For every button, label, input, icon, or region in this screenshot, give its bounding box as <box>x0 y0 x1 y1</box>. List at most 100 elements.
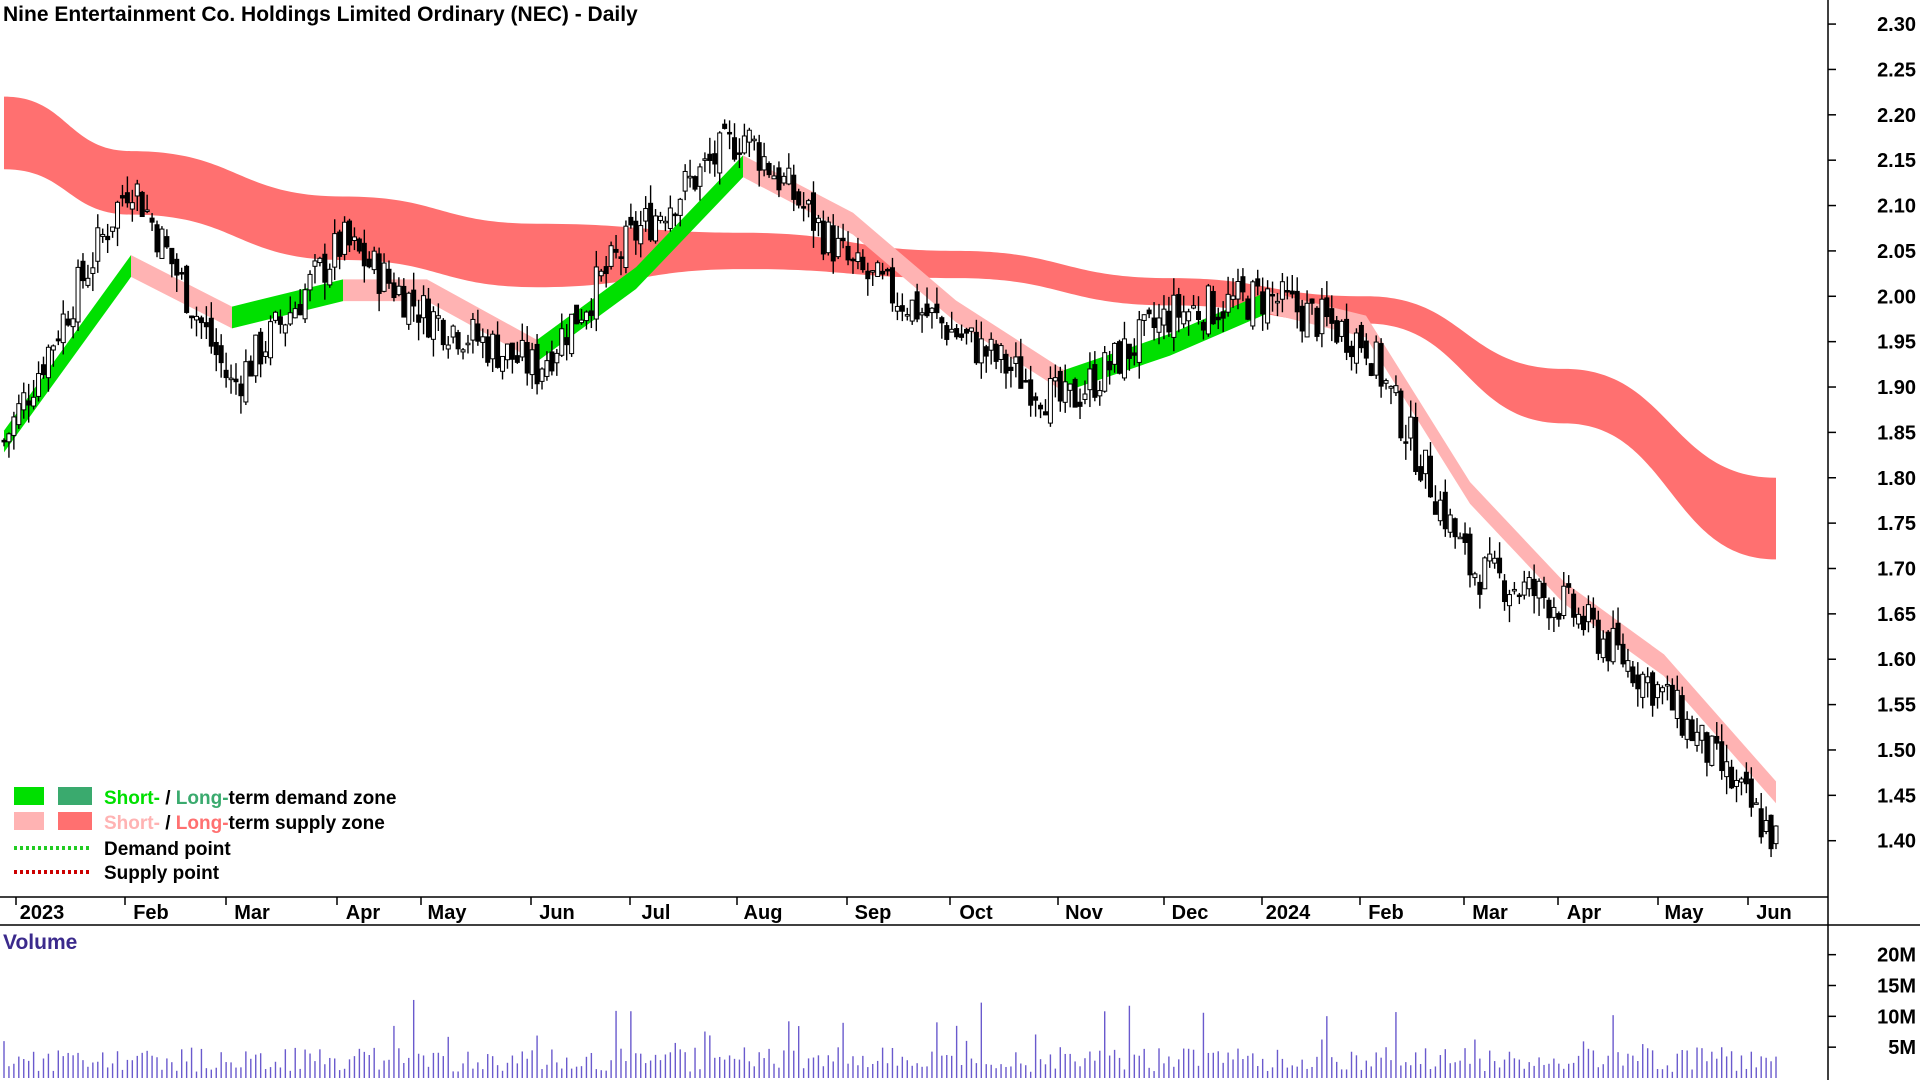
price-tick-label: 2.30 <box>1877 14 1916 36</box>
candle-body <box>712 153 718 165</box>
candle-body <box>1368 363 1374 376</box>
candle-body <box>85 277 91 286</box>
price-tick-label: 2.20 <box>1877 105 1916 127</box>
candle-body <box>870 270 876 273</box>
candle-body <box>672 213 678 217</box>
candle-body <box>1240 276 1246 293</box>
candle-body <box>218 345 224 364</box>
candle-body <box>1758 808 1764 838</box>
candle-body <box>460 349 466 353</box>
candle-body <box>115 201 121 229</box>
candle-body <box>875 262 881 277</box>
candle-body <box>490 333 496 360</box>
price-tick-label: 1.95 <box>1877 332 1916 354</box>
candle-body <box>830 225 836 262</box>
candle-body <box>1274 300 1280 304</box>
candle-body <box>263 351 269 357</box>
candle-body <box>1052 377 1058 382</box>
candle-body <box>371 250 377 271</box>
candle-body <box>1462 533 1468 543</box>
candle-body <box>337 231 343 257</box>
candle-body <box>1166 310 1172 333</box>
candle-body <box>1729 766 1735 789</box>
candle-body <box>1067 383 1073 391</box>
candle-body <box>1270 293 1276 297</box>
candle-body <box>1319 298 1325 335</box>
candle-body <box>909 299 915 322</box>
candle-body <box>1038 404 1044 410</box>
candle-body <box>1452 518 1458 538</box>
candle-body <box>633 220 639 241</box>
candle-body <box>1516 594 1522 598</box>
candle-body <box>396 285 402 296</box>
candle-body <box>1215 316 1221 321</box>
candle-body <box>732 137 738 160</box>
legend-swatch-short <box>14 812 44 830</box>
date-tick-label: Nov <box>1065 902 1104 924</box>
candle-body <box>1521 581 1527 596</box>
candle-body <box>1585 604 1591 623</box>
candle-body <box>292 308 298 319</box>
candle-body <box>16 403 22 426</box>
candle-body <box>899 305 905 312</box>
candle-body <box>1171 294 1177 338</box>
candle-body <box>1403 441 1409 444</box>
date-axis-labels: 2023 Feb Mar Apr May Jun Jul Aug Sep Oct Nov Dec 202… <box>20 902 1792 924</box>
candle-body <box>1304 302 1310 338</box>
candle-body <box>401 285 407 318</box>
candle-body <box>1131 352 1137 356</box>
candle-body <box>332 233 338 268</box>
candle-body <box>297 304 303 316</box>
volume-tick-label: 15M <box>1877 976 1916 998</box>
candle-body <box>1195 311 1201 320</box>
date-tick-label: Aug <box>744 902 783 924</box>
candle-body <box>1161 308 1167 326</box>
candle-body <box>1087 368 1093 391</box>
candle-body <box>1008 366 1014 372</box>
candle-body <box>919 312 925 316</box>
date-tick-label: Jun <box>1756 902 1792 924</box>
candle-body <box>1714 735 1720 744</box>
candle-body <box>1590 607 1596 620</box>
candle-body <box>144 209 150 212</box>
candle-body <box>1684 718 1690 740</box>
candle-body <box>810 192 816 231</box>
date-tick-label: Feb <box>1368 902 1404 924</box>
candle-body <box>1309 298 1315 304</box>
candle-body <box>1028 379 1034 406</box>
candle-body <box>1235 280 1241 300</box>
candle-body <box>1640 673 1646 698</box>
candle-body <box>322 253 328 283</box>
candle-body <box>1709 735 1715 766</box>
candle-body <box>1245 298 1251 320</box>
legend-label: Short- / Long-term demand zone <box>104 788 396 809</box>
candle-body <box>746 129 752 143</box>
date-tick-label: 2023 <box>20 902 65 924</box>
candle-body <box>687 175 693 179</box>
price-tick-label: 2.15 <box>1877 150 1916 172</box>
candle-body <box>850 258 856 262</box>
candle-body <box>949 328 955 333</box>
candle-body <box>840 237 846 242</box>
legend-label-part: term supply zone <box>229 813 385 834</box>
candle-body <box>618 256 624 259</box>
candle-body <box>243 361 249 403</box>
price-tick-label: 1.40 <box>1877 831 1916 853</box>
candle-body <box>736 152 742 155</box>
candle-body <box>21 392 27 411</box>
candle-body <box>258 331 264 365</box>
candle-body <box>455 332 461 350</box>
candle-body <box>100 233 106 237</box>
legend-label: Demand point <box>104 839 231 860</box>
candle-body <box>1013 356 1019 364</box>
candle-body <box>1694 731 1700 746</box>
legend-label-part: Short- <box>104 813 160 834</box>
candle-body <box>1042 411 1048 416</box>
candle-body <box>1378 343 1384 387</box>
candle-body <box>1339 320 1345 337</box>
candle-body <box>1047 378 1053 424</box>
candle-body <box>1092 364 1098 398</box>
short-term-supply-band <box>1470 481 1564 604</box>
candle-body <box>1018 356 1024 389</box>
